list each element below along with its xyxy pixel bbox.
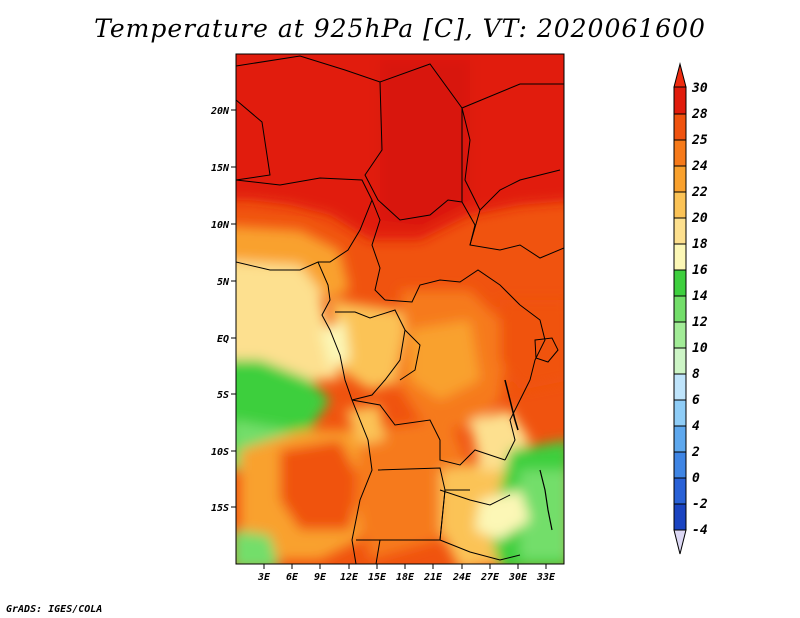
colorbar-label: 20 — [691, 211, 708, 226]
colorbar-segment — [673, 477, 687, 505]
lon-label: 18E — [396, 572, 415, 583]
lon-label: 30E — [508, 572, 528, 583]
colorbar-segment — [673, 269, 687, 297]
colorbar-label: 10 — [692, 341, 708, 356]
colorbar-label: -2 — [692, 497, 708, 512]
colorbar-label: 30 — [691, 81, 708, 96]
colorbar-label: 28 — [691, 107, 708, 122]
colorbar-label: 24 — [691, 159, 708, 174]
lat-label: 20N — [210, 106, 230, 117]
colorbar-label: 2 — [691, 445, 700, 460]
colorbar-label: 12 — [692, 315, 708, 330]
colorbar-label: 18 — [692, 237, 708, 252]
lat-label: 5N — [217, 277, 230, 288]
colorbar-bottom-arrow — [673, 529, 687, 555]
lat-label: EQ — [217, 334, 229, 345]
colorbar-label: 4 — [692, 419, 700, 434]
colorbar-segment — [673, 165, 687, 193]
colorbar-label: 22 — [691, 185, 708, 200]
colorbar-segment — [673, 425, 687, 453]
colorbar-segment — [673, 321, 687, 349]
lon-label: 33E — [536, 572, 556, 583]
colorbar-segment — [673, 139, 687, 167]
colorbar-segment — [673, 243, 687, 271]
lat-label: 10S — [211, 447, 229, 458]
lat-label: 15S — [211, 503, 229, 514]
colorbar-label: 0 — [692, 471, 700, 486]
colorbar-label: 6 — [692, 393, 700, 408]
colorbar-segment — [673, 86, 687, 115]
lon-label: 15E — [368, 572, 387, 583]
credit-footer: GrADS: IGES/COLA — [6, 604, 103, 615]
longitude-axis: 3E 6E 9E 12E 15E 18E 21E 24E 27E 30E 33E — [257, 564, 556, 583]
colorbar-label: 25 — [691, 133, 708, 148]
colorbar-segment — [673, 399, 687, 427]
lat-label: 10N — [211, 220, 230, 231]
colorbar-segment — [673, 113, 687, 141]
colorbar-segment — [673, 191, 687, 219]
lon-label: 21E — [423, 572, 443, 583]
colorbar-segment — [673, 347, 687, 375]
country-boundaries — [236, 55, 564, 564]
latitude-axis: 20N 15N 10N 5N EQ 5S 10S 15S — [210, 106, 236, 514]
colorbar-segment — [673, 295, 687, 323]
temperature-field — [236, 54, 564, 564]
lat-label: 15N — [211, 163, 230, 174]
colorbar-label: 8 — [692, 367, 700, 382]
colorbar-segment — [673, 217, 687, 245]
colorbar-label: -4 — [692, 523, 708, 538]
colorbar-segment — [673, 451, 687, 479]
lon-label: 24E — [452, 572, 472, 583]
lon-label: 12E — [340, 572, 359, 583]
colorbar-label: 14 — [692, 289, 708, 304]
map-frame — [235, 53, 565, 565]
lat-label: 5S — [217, 390, 229, 401]
lon-label: 9E — [314, 572, 327, 583]
colorbar-segment — [673, 373, 687, 401]
colorbar — [673, 62, 687, 555]
lon-label: 6E — [286, 572, 299, 583]
colorbar-segment — [673, 503, 687, 531]
colorbar-labels: 30 28 25 24 22 20 18 16 14 12 10 8 6 4 2… — [691, 81, 708, 538]
lon-label: 3E — [257, 572, 271, 583]
colorbar-label: 16 — [692, 263, 708, 278]
map-title: Temperature at 925hPa [C], VT: 202006160… — [94, 14, 706, 43]
lon-label: 27E — [480, 572, 500, 583]
colorbar-top-arrow — [673, 62, 687, 88]
